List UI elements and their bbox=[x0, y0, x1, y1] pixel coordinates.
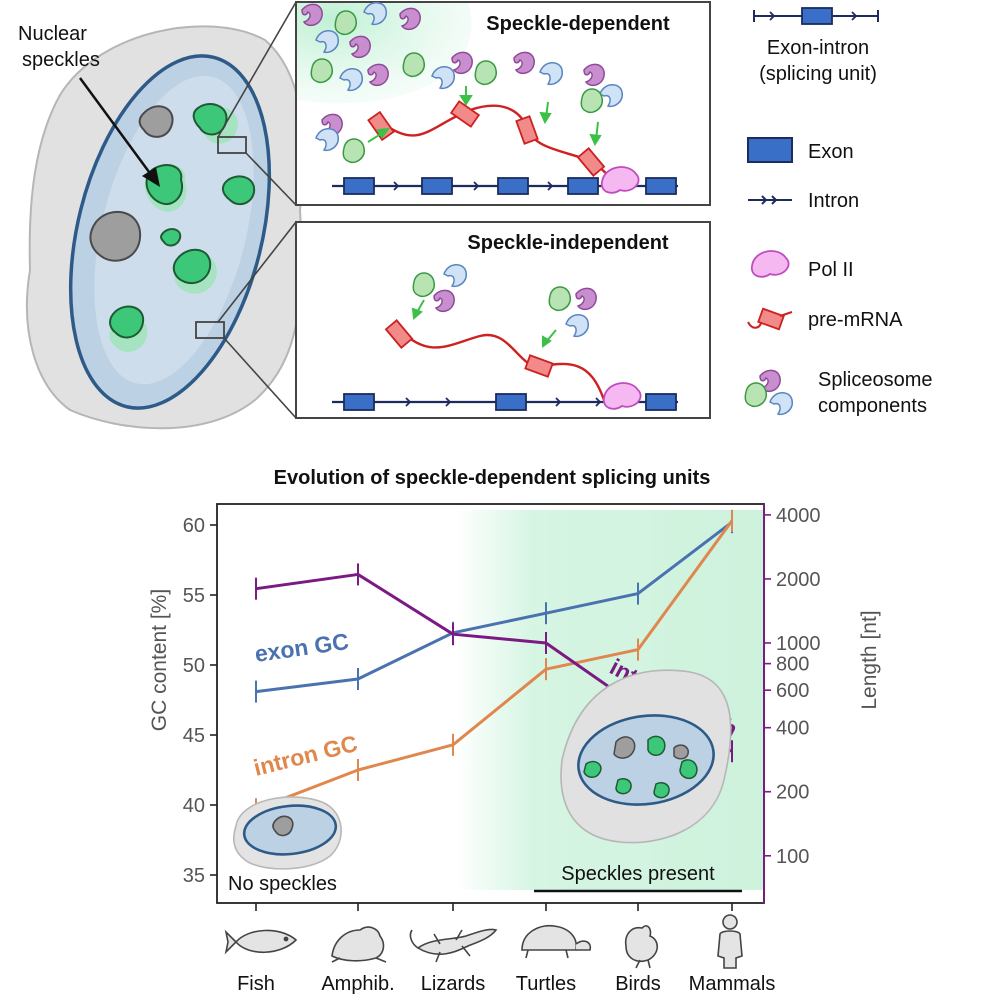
y2-tick-label: 600 bbox=[776, 680, 809, 702]
y2-tick-label: 2000 bbox=[776, 569, 821, 591]
x-tick-label: Mammals bbox=[689, 973, 776, 995]
speckles-present-label: Speckles present bbox=[561, 863, 715, 885]
nucleus-label-line1: Nuclear bbox=[18, 23, 87, 45]
nucleus-label-line2: speckles bbox=[22, 49, 100, 71]
speckle bbox=[160, 228, 182, 247]
human-icon bbox=[717, 914, 743, 969]
y2-tick-label: 200 bbox=[776, 782, 809, 804]
panel-speckle-independent bbox=[295, 221, 711, 419]
legend-premrna-icon bbox=[747, 307, 793, 331]
y-tick-label: 45 bbox=[183, 725, 205, 747]
speckle bbox=[222, 175, 256, 206]
chart-title: Evolution of speckle-dependent splicing … bbox=[274, 467, 711, 489]
x-tick-label: Amphib. bbox=[321, 973, 394, 995]
x-tick-label: Fish bbox=[237, 973, 275, 995]
speckle bbox=[192, 103, 238, 144]
legend-pol2-label: Pol II bbox=[808, 259, 854, 281]
legend-exon-icon bbox=[747, 137, 793, 163]
speckles-nucleus-icon bbox=[560, 669, 732, 844]
legend-unit-line1: Exon-intron bbox=[767, 37, 869, 59]
speckle bbox=[109, 305, 148, 352]
legend-premrna-label: pre-mRNA bbox=[808, 309, 903, 331]
y2-tick-label: 400 bbox=[776, 718, 809, 740]
y2-tick-label: 800 bbox=[776, 654, 809, 676]
pol2-shape bbox=[600, 166, 640, 194]
legend-intron-label: Intron bbox=[808, 190, 859, 212]
x-tick-label: Birds bbox=[615, 973, 661, 995]
fish-icon bbox=[224, 929, 298, 955]
legend-pol2-icon bbox=[750, 250, 790, 278]
series-line bbox=[255, 519, 734, 811]
y2-tick-label: 1000 bbox=[776, 633, 821, 655]
pol2-shape bbox=[602, 382, 642, 410]
turtle-icon bbox=[521, 924, 592, 959]
legend-spliceosome-icon bbox=[744, 369, 794, 416]
speckle bbox=[172, 248, 217, 294]
nucleolus bbox=[138, 105, 174, 138]
legend-spliceosome-line1: Spliceosome bbox=[818, 369, 933, 391]
y2-axis-label: Length [nt] bbox=[858, 610, 881, 709]
x-tick-label: Lizards bbox=[421, 973, 485, 995]
y-tick-label: 50 bbox=[183, 655, 205, 677]
y-tick-label: 55 bbox=[183, 585, 205, 607]
dependent-title: Speckle-dependent bbox=[486, 13, 670, 35]
nucleolus bbox=[89, 210, 142, 262]
zoom-box bbox=[217, 136, 247, 154]
x-tick-label: Turtles bbox=[516, 973, 576, 995]
lizard-icon bbox=[409, 928, 498, 963]
bird-icon bbox=[624, 925, 659, 969]
series-label: intron GC bbox=[251, 730, 360, 781]
gc-length-chart: Evolution of speckle-dependent splicing … bbox=[148, 467, 881, 995]
legend-exon-label: Exon bbox=[808, 141, 854, 163]
series-label: exon GC bbox=[253, 628, 350, 667]
legend bbox=[744, 7, 879, 416]
series-line bbox=[255, 521, 733, 694]
legend-spliceosome-line2: components bbox=[818, 395, 927, 417]
legend-splicing-unit-icon bbox=[753, 7, 879, 25]
y-axis-label: GC content [%] bbox=[148, 589, 171, 731]
no-speckles-label: No speckles bbox=[228, 873, 337, 895]
legend-intron-icon bbox=[748, 195, 792, 205]
y2-tick-label: 4000 bbox=[776, 505, 821, 527]
frog-icon bbox=[331, 926, 387, 963]
panel-speckle-dependent bbox=[295, 1, 711, 206]
nucleus-label-arrow bbox=[78, 77, 154, 177]
zoom-box bbox=[195, 321, 225, 339]
premrna-strand bbox=[399, 329, 617, 402]
y-tick-label: 35 bbox=[183, 865, 205, 887]
arrow-head bbox=[142, 167, 160, 187]
independent-title: Speckle-independent bbox=[467, 232, 668, 254]
y2-tick-label: 100 bbox=[776, 846, 809, 868]
y-tick-label: 60 bbox=[183, 515, 205, 537]
y-tick-label: 40 bbox=[183, 795, 205, 817]
no-speckles-nucleus-icon bbox=[233, 796, 342, 870]
legend-unit-line2: (splicing unit) bbox=[759, 63, 877, 85]
